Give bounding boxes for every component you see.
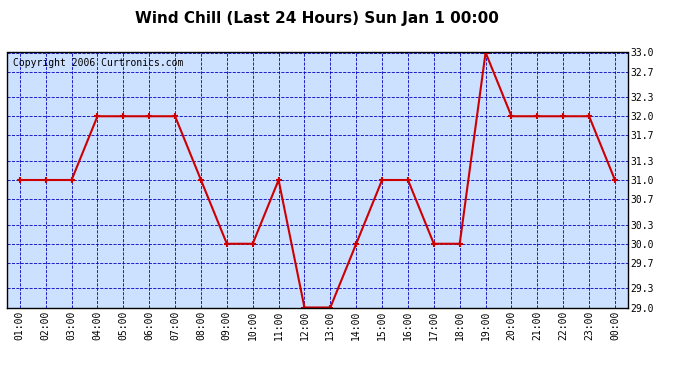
- Text: Wind Chill (Last 24 Hours) Sun Jan 1 00:00: Wind Chill (Last 24 Hours) Sun Jan 1 00:…: [135, 11, 500, 26]
- Text: Copyright 2006 Curtronics.com: Copyright 2006 Curtronics.com: [13, 58, 184, 68]
